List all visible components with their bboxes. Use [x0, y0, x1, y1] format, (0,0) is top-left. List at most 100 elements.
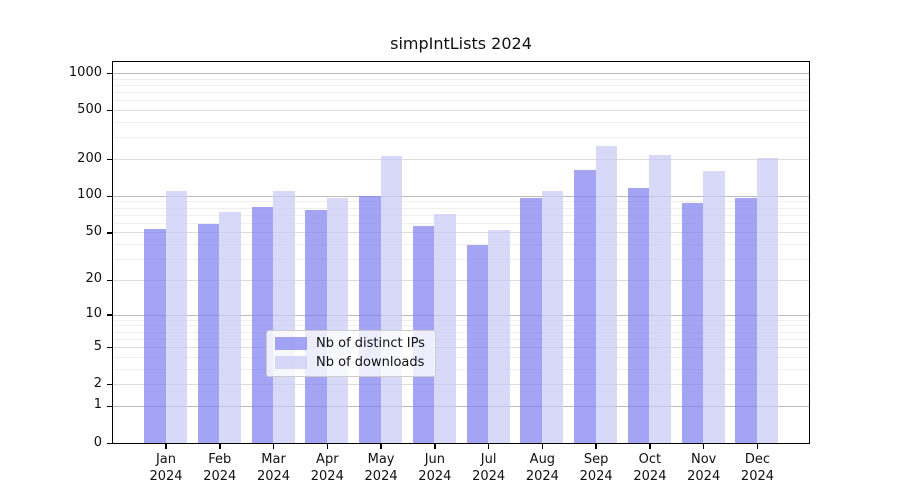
gridline-minor: [113, 319, 809, 321]
y-tick: [107, 109, 112, 112]
y-tick-label: 10: [85, 306, 102, 322]
x-tick-label: Mar 2024: [256, 452, 291, 484]
gridline-major: [113, 195, 809, 197]
gridline-minor: [113, 92, 809, 94]
x-tick-label: Nov 2024: [687, 452, 721, 484]
y-tick-label: 100: [77, 187, 102, 203]
chart-title: simpIntLists 2024: [390, 34, 532, 53]
x-tick-label: Jan 2024: [149, 452, 183, 484]
bar-downloads: [703, 170, 725, 443]
y-tick: [107, 405, 112, 408]
x-tick-label: Sep 2024: [579, 452, 613, 484]
gridline-minor: [113, 201, 809, 203]
y-tick-label: 0: [93, 434, 102, 450]
x-tick: [380, 444, 382, 449]
legend-swatch-downloads: [275, 356, 307, 369]
bar-downloads: [219, 211, 241, 443]
legend-label: Nb of downloads: [316, 355, 425, 370]
x-tick: [541, 444, 544, 449]
gridline-sub: [113, 384, 809, 386]
legend-swatch-distinct-ips: [275, 337, 307, 350]
gridline-minor: [113, 214, 809, 216]
bar-distinct-ips: [574, 170, 596, 443]
y-tick: [107, 346, 112, 349]
bar-downloads: [649, 155, 671, 443]
x-tick-label: Jun 2024: [418, 452, 452, 484]
x-tick: [649, 444, 651, 449]
x-tick: [326, 444, 329, 449]
x-tick: [434, 444, 436, 449]
legend-item: Nb of distinct IPs: [275, 336, 425, 351]
x-tick-label: Jul 2024: [472, 452, 506, 484]
bar-distinct-ips: [681, 202, 704, 443]
gridline-sub: [113, 279, 809, 281]
x-tick: [595, 444, 597, 449]
gridline-sub: [113, 110, 809, 112]
x-tick-label: Oct 2024: [633, 452, 667, 484]
y-tick-label: 5: [93, 338, 102, 354]
gridline-sub: [113, 232, 809, 234]
bar-downloads: [273, 191, 295, 443]
y-tick: [107, 158, 112, 161]
gridline-minor: [113, 244, 809, 246]
y-tick-label: 2: [93, 375, 102, 391]
bar-downloads: [541, 191, 564, 443]
bar-distinct-ips: [197, 224, 220, 443]
y-tick-label: 1: [93, 397, 102, 413]
gridline-minor: [113, 207, 809, 209]
gridline-major: [113, 314, 809, 316]
gridline-minor: [113, 100, 809, 102]
bar-distinct-ips: [735, 198, 757, 443]
y-tick-label: 500: [77, 101, 102, 117]
bar-distinct-ips: [251, 207, 274, 443]
x-tick: [219, 444, 221, 449]
gridline-minor: [113, 78, 809, 80]
y-tick: [107, 232, 112, 234]
y-tick-label: 50: [85, 223, 102, 239]
y-tick: [107, 195, 112, 198]
bar-distinct-ips: [627, 187, 650, 443]
x-tick-label: May 2024: [364, 452, 398, 484]
gridline-major: [113, 405, 809, 407]
y-tick-label: 20: [85, 271, 102, 287]
bar-downloads: [326, 198, 349, 443]
y-tick-label: 200: [77, 150, 102, 166]
gridline-minor: [113, 331, 809, 333]
x-tick: [165, 444, 167, 449]
gridline-minor: [113, 338, 809, 340]
bar-distinct-ips: [466, 244, 489, 443]
gridline-minor: [113, 122, 809, 124]
x-tick-label: Aug 2024: [525, 452, 559, 484]
gridline-minor: [113, 259, 809, 261]
legend: Nb of distinct IPs Nb of downloads: [266, 330, 436, 377]
bar-downloads: [756, 157, 779, 443]
gridline-sub: [113, 347, 809, 349]
legend-label: Nb of distinct IPs: [316, 336, 425, 351]
gridline-minor: [113, 222, 809, 224]
x-tick: [487, 444, 490, 449]
bar-distinct-ips: [305, 209, 327, 443]
bar-downloads: [165, 190, 187, 443]
gridline-sub: [113, 159, 809, 161]
gridline-major: [113, 73, 809, 75]
bar-distinct-ips: [520, 198, 542, 443]
bar-downloads: [380, 156, 403, 443]
x-tick-label: Feb 2024: [203, 452, 237, 484]
y-tick: [107, 279, 112, 282]
gridline-minor: [113, 368, 809, 370]
x-tick-label: Dec 2024: [740, 452, 775, 484]
x-tick: [272, 444, 275, 449]
y-tick-label: 1000: [68, 64, 102, 80]
plot-area: [112, 61, 810, 444]
bar-downloads: [434, 213, 456, 443]
bar-distinct-ips: [359, 196, 381, 443]
x-tick-label: Apr 2024: [310, 452, 344, 484]
x-tick: [702, 444, 705, 449]
y-tick: [107, 314, 112, 316]
x-tick: [756, 444, 759, 449]
gridline-minor: [113, 356, 809, 358]
gridline-minor: [113, 137, 809, 139]
bar-distinct-ips: [144, 228, 166, 443]
bar-downloads: [595, 146, 618, 443]
